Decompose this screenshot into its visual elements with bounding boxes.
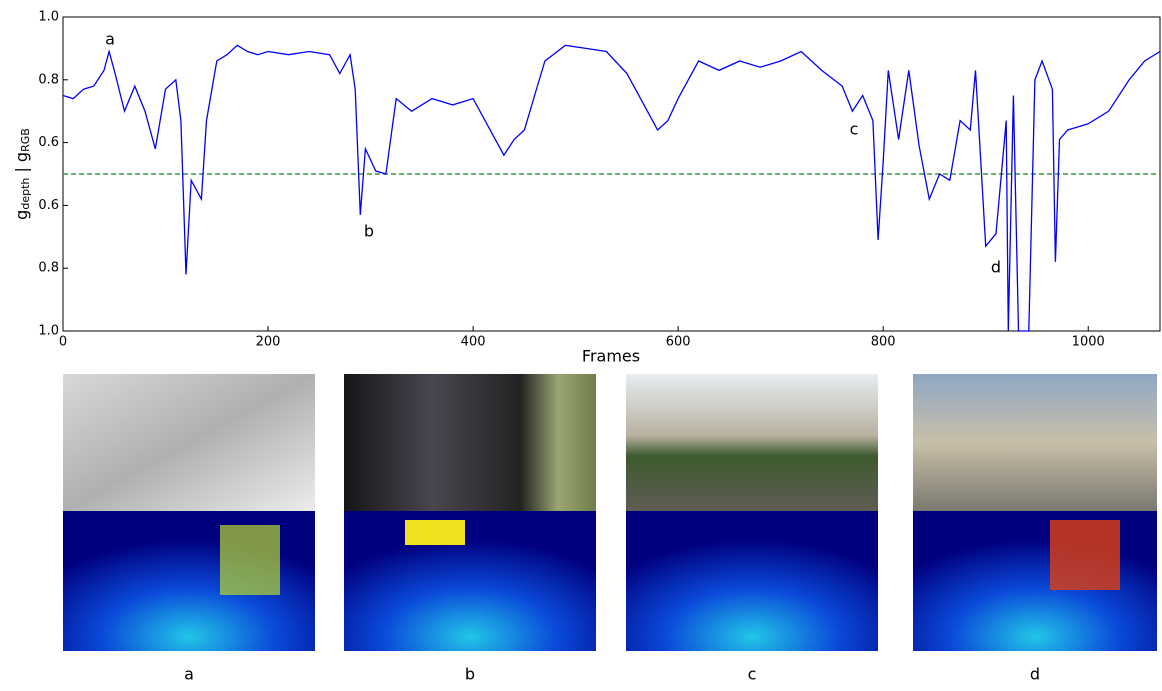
rgb-image	[913, 374, 1157, 511]
annotation: a	[105, 30, 115, 49]
y-label-part: | g	[12, 152, 31, 178]
y-tick-label: 1.0	[38, 10, 59, 25]
annotation: d	[991, 258, 1001, 277]
x-tick-label: 1000	[1072, 335, 1105, 350]
annotation: c	[850, 120, 859, 139]
rgb-image	[344, 374, 596, 511]
photos	[63, 374, 1157, 651]
rgb-image	[63, 374, 315, 511]
y-tick-label: 0.8	[38, 261, 59, 276]
image-caption: a	[184, 665, 194, 684]
rgb-image	[626, 374, 878, 511]
depth-image	[626, 511, 878, 651]
depth-blob	[405, 520, 465, 545]
y-tick-label: 1.0	[38, 324, 59, 339]
x-tick-label: 0	[59, 335, 67, 350]
image-caption: c	[748, 665, 757, 684]
x-tick-label: 200	[256, 335, 281, 350]
data-line	[62, 44, 1161, 332]
x-tick-label: 400	[461, 335, 486, 350]
y-tick-label: 0.6	[38, 135, 59, 150]
y-label-part: depth	[19, 178, 32, 210]
depth-image	[913, 511, 1157, 651]
depth-blob	[220, 525, 280, 595]
y-label-part: RGB	[19, 128, 32, 152]
x-tick-label: 800	[871, 335, 896, 350]
y-tick-label: 0.6	[38, 198, 59, 213]
depth-blob	[1050, 520, 1120, 590]
annotation: b	[364, 222, 374, 241]
x-axis-label: Frames	[582, 347, 640, 366]
image-caption: d	[1030, 665, 1040, 684]
y-tick-label: 0.8	[38, 72, 59, 87]
depth-image	[344, 511, 596, 651]
y-axis-label: gdepth | gRGB	[12, 128, 33, 220]
x-tick-label: 600	[666, 335, 691, 350]
y-label-part: g	[12, 210, 31, 220]
image-caption: b	[465, 665, 475, 684]
